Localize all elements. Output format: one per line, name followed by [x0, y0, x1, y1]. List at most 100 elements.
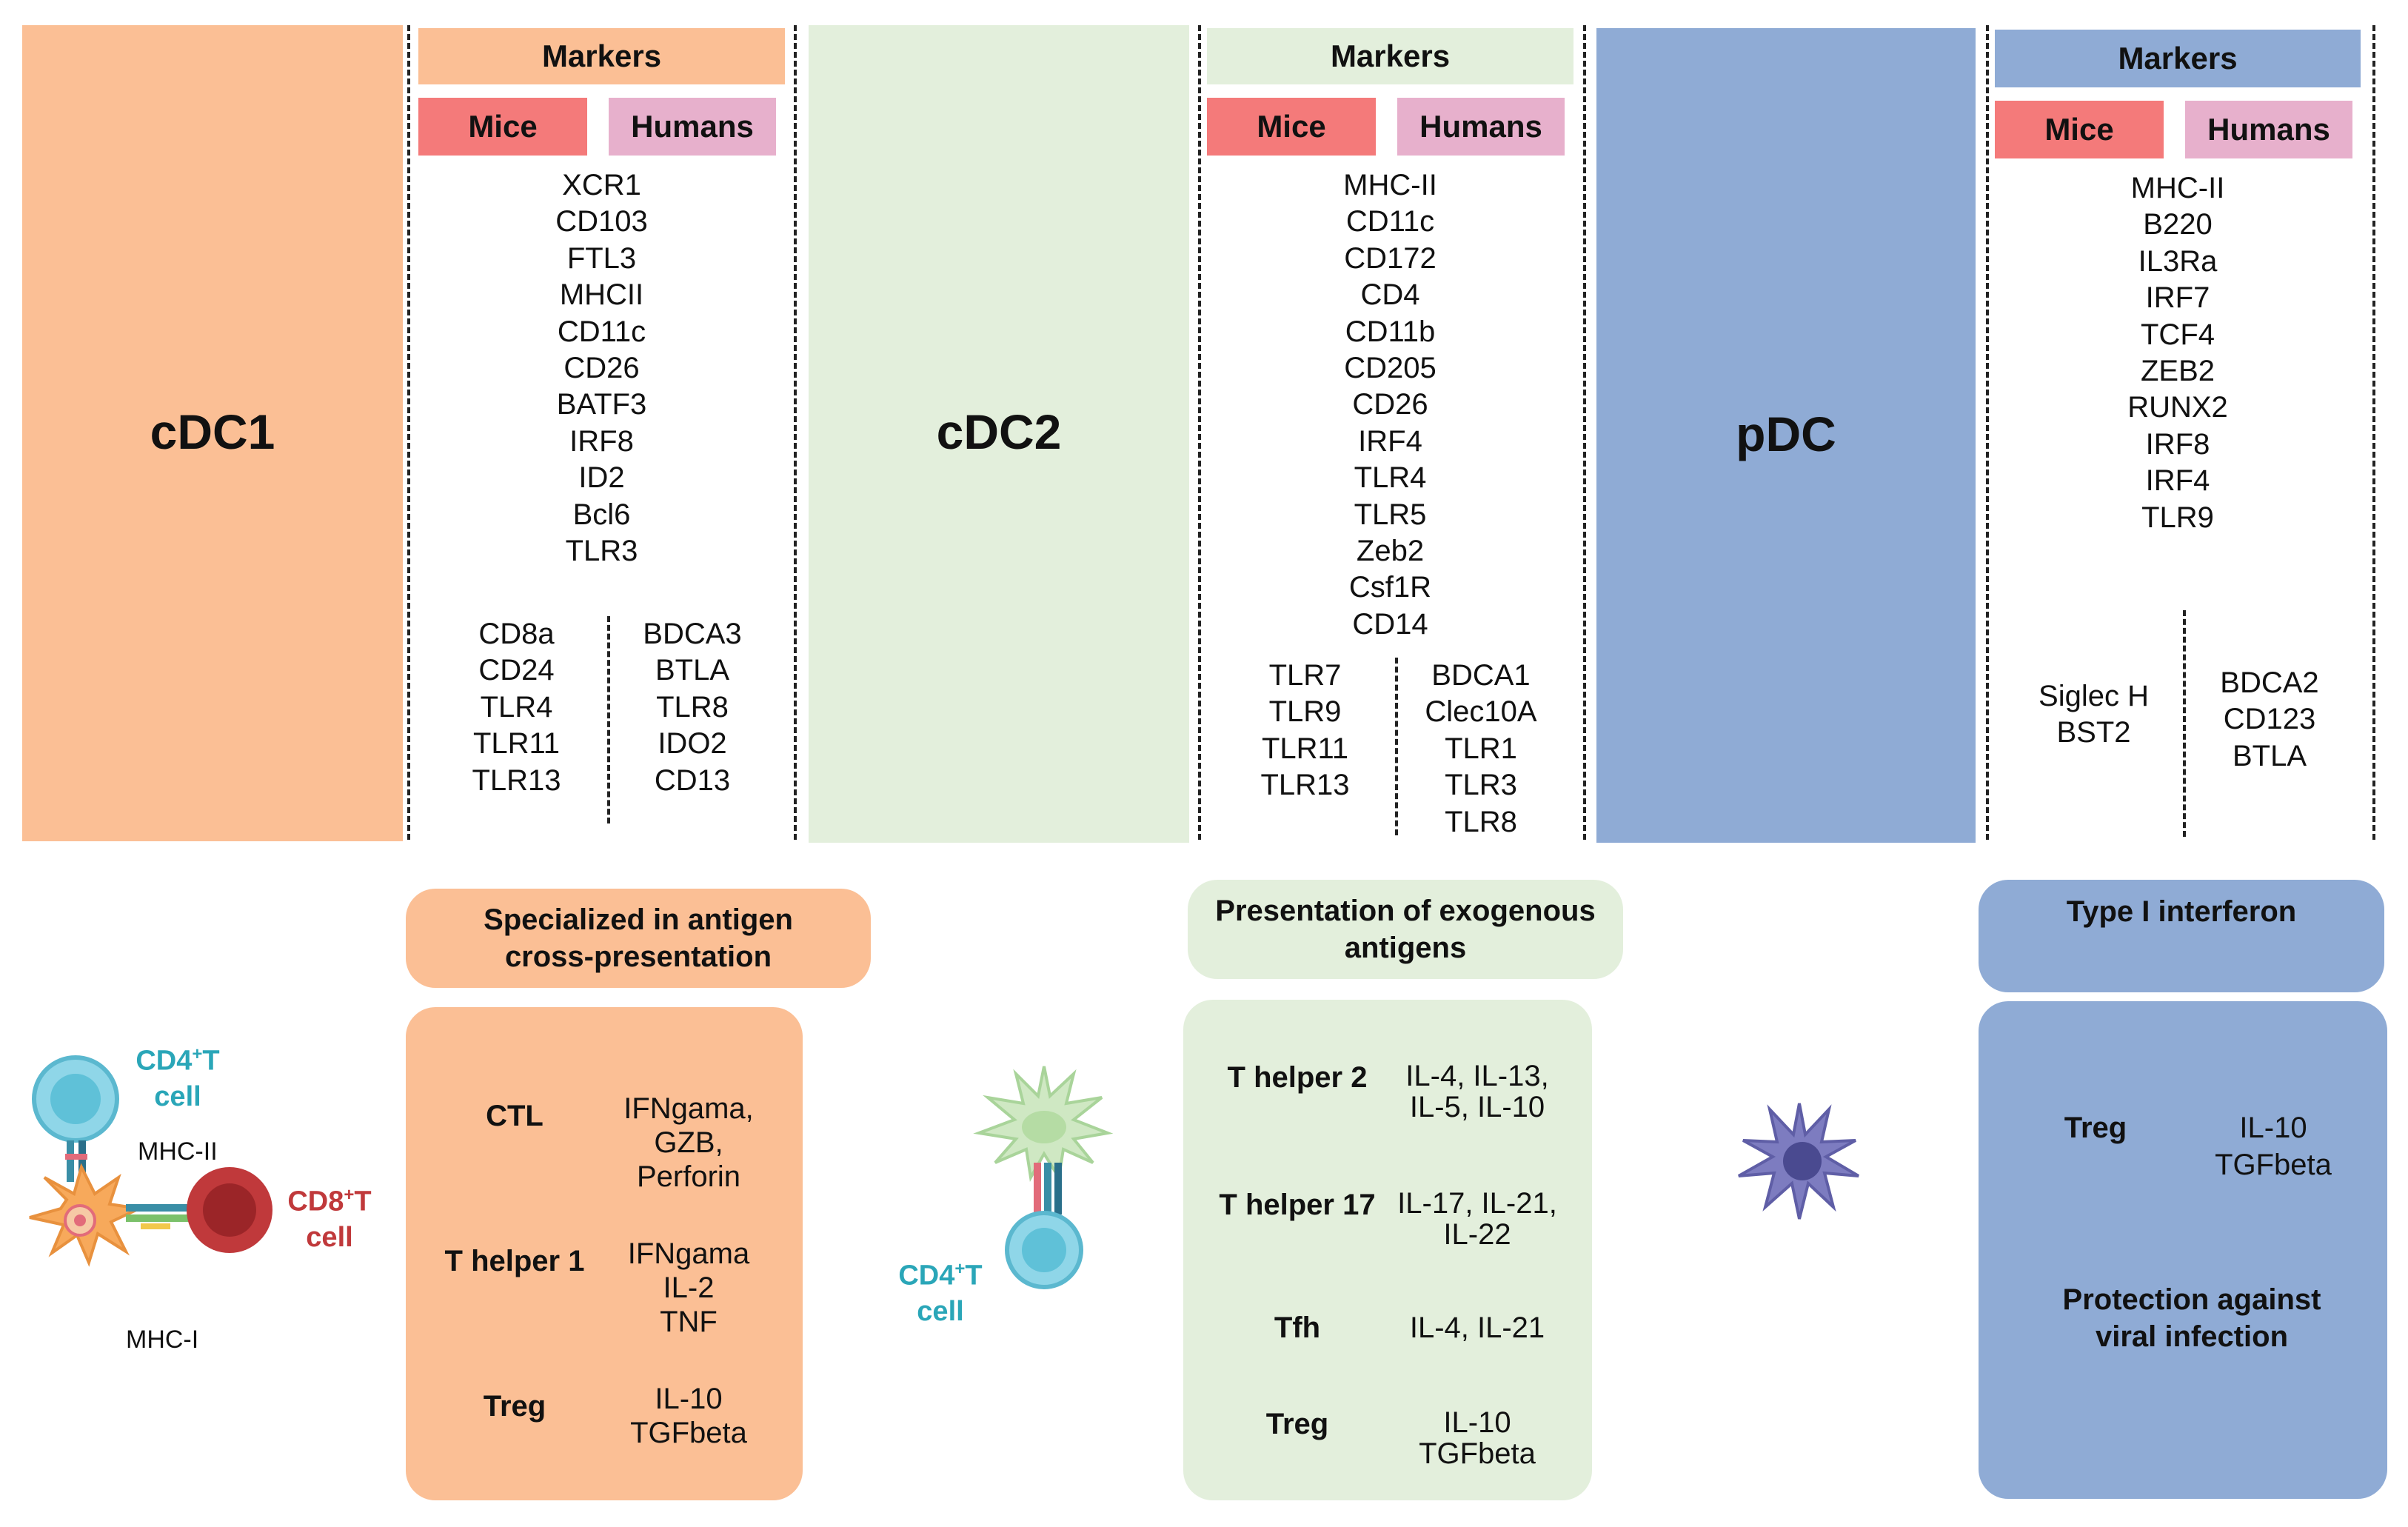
- marker-item: CD8a: [478, 618, 555, 650]
- cytokine-item: IL-10: [655, 1383, 723, 1415]
- marker-item: TLR1: [1445, 732, 1517, 765]
- marker-item: TLR11: [1261, 732, 1349, 765]
- marker-item: BTLA: [655, 654, 730, 687]
- cytokine-item: IL-2: [663, 1272, 715, 1304]
- marker-item: IRF4: [1358, 424, 1422, 458]
- marker-item: CD14: [1352, 607, 1428, 641]
- humans-header: Humans: [609, 98, 776, 156]
- marker-item: TLR3: [1445, 769, 1517, 802]
- pdc-extra-function: Protection against viral infection: [2062, 1283, 2321, 1353]
- marker-item: Bcl6: [572, 498, 631, 531]
- function-cytokines: IL-4, IL-21: [1392, 1311, 1562, 1345]
- marker-item: CD13: [654, 764, 731, 797]
- marker-item: CD11c: [557, 315, 646, 348]
- marker-item: TLR4: [1354, 461, 1427, 495]
- divider: [1583, 25, 1586, 840]
- cytokine-item: TGFbeta: [2215, 1149, 2332, 1181]
- function-cell: T helper 1: [444, 1245, 585, 1277]
- marker-item: CD4: [1360, 278, 1420, 312]
- cdc2-panel: [809, 25, 1189, 843]
- marker-item: TLR9: [1268, 695, 1342, 729]
- mice-human-divider: [1395, 658, 1398, 835]
- cdc1-human-markers: BDCA3 BTLA TLR8 IDO2 CD13: [615, 616, 770, 799]
- function-cell: CTL: [486, 1100, 544, 1132]
- marker-item: BDCA1: [1431, 659, 1531, 692]
- markers-header: Markers: [418, 28, 785, 84]
- marker-item: TLR3: [565, 535, 638, 568]
- divider: [2372, 25, 2375, 840]
- marker-item: TLR13: [1260, 769, 1350, 802]
- cytokine-item: TGFbeta: [630, 1417, 747, 1449]
- function-cell: Treg: [2064, 1112, 2127, 1144]
- function-cytokines: IL-17, IL-21, IL-22: [1392, 1188, 1562, 1250]
- marker-item: CD11b: [1345, 315, 1436, 348]
- marker-item: MHC-II: [2130, 172, 2225, 204]
- marker-item: TLR4: [480, 690, 553, 724]
- marker-item: BDCA2: [2220, 666, 2319, 699]
- cd4-t-cell-label: CD4+T cell: [898, 1259, 983, 1327]
- marker-item: IRF4: [2145, 464, 2210, 498]
- marker-item: IL3Ra: [2138, 244, 2218, 278]
- cd4-t-cell-label: CD4+T cell: [136, 1044, 220, 1112]
- marker-item: XCR1: [562, 169, 641, 201]
- cytokine-item: TGFbeta: [1419, 1437, 1536, 1470]
- marker-item: TLR9: [2141, 501, 2214, 534]
- function-cell: Tfh: [1274, 1312, 1321, 1344]
- cdc1-shared-markers: XCR1 CD103 FTL3 MHCII CD11c CD26 BATF3 IRF8 ID2 B…: [418, 167, 785, 569]
- divider: [1198, 25, 1201, 840]
- cd8-t-cell-label: CD8+T cell: [287, 1185, 372, 1253]
- function-cytokines: IL-10 TGFbeta: [1392, 1407, 1562, 1469]
- function-cell: T helper 2: [1227, 1061, 1368, 1094]
- cdc1-mice-markers: CD8a CD24 TLR4 TLR11 TLR13: [437, 616, 596, 799]
- humans-header: Humans: [1397, 98, 1565, 156]
- cdc2-tcell-interaction-illustration: [973, 1066, 1114, 1289]
- cytokine-item: IFNgama: [627, 1237, 750, 1270]
- cytokine-item: IL-17, IL-21,: [1397, 1187, 1557, 1220]
- marker-item: CD26: [1352, 388, 1428, 421]
- divider: [407, 25, 410, 840]
- marker-item: BTLA: [2232, 739, 2307, 772]
- cytokine-item: IL-10: [1443, 1406, 1511, 1439]
- marker-item: IDO2: [658, 727, 727, 761]
- marker-item: BATF3: [556, 388, 647, 421]
- marker-item: RUNX2: [2127, 391, 2228, 424]
- marker-item: Zeb2: [1356, 535, 1425, 568]
- function-cell: Treg: [1265, 1408, 1329, 1440]
- cytokine-item: IL-22: [1443, 1218, 1511, 1251]
- cytokine-item: IL-10: [2239, 1112, 2307, 1144]
- mhc-ii-label: MHC-II: [138, 1137, 218, 1166]
- function-cytokines: IL-10 TGFbeta: [2192, 1109, 2355, 1183]
- marker-item: Siglec H: [2039, 680, 2149, 712]
- marker-item: TLR5: [1354, 498, 1427, 531]
- mice-human-divider: [607, 616, 610, 823]
- mice-header: Mice: [1995, 101, 2164, 158]
- marker-item: IRF8: [2145, 427, 2210, 461]
- marker-item: Clec10A: [1425, 695, 1537, 729]
- cdc1-panel: [22, 25, 403, 841]
- markers-header: Markers: [1207, 28, 1573, 84]
- cytokine-item: Perforin: [636, 1160, 741, 1193]
- pdc-function-box: [1979, 1001, 2387, 1499]
- pdc-panel: [1596, 28, 1976, 843]
- marker-item: TCF4: [2141, 318, 2215, 351]
- marker-item: TLR8: [656, 690, 729, 724]
- cytokine-item: IFNgama,: [623, 1092, 754, 1125]
- mice-header: Mice: [418, 98, 587, 156]
- marker-item: MHCII: [559, 278, 644, 312]
- mice-human-divider: [2183, 610, 2186, 837]
- divider: [1986, 25, 1989, 840]
- cytokine-item: GZB,: [654, 1126, 723, 1159]
- function-cell: T helper 17: [1219, 1189, 1376, 1221]
- cdc1-tcell-interaction-illustration: [29, 1055, 272, 1267]
- cytokine-item: IL-4, IL-13,: [1405, 1060, 1549, 1092]
- function-cytokines: IL-10 TGFbeta: [607, 1382, 770, 1450]
- function-cell: Treg: [483, 1390, 546, 1423]
- pdc-cell-illustration: [1738, 1103, 1860, 1220]
- marker-item: FTL3: [566, 241, 637, 275]
- marker-item: IRF8: [569, 424, 634, 458]
- marker-item: ID2: [578, 461, 625, 495]
- marker-item: TLR11: [472, 727, 561, 761]
- humans-header: Humans: [2185, 101, 2352, 158]
- function-cytokines: IFNgama, GZB, Perforin: [607, 1092, 770, 1194]
- markers-header: Markers: [1995, 30, 2361, 87]
